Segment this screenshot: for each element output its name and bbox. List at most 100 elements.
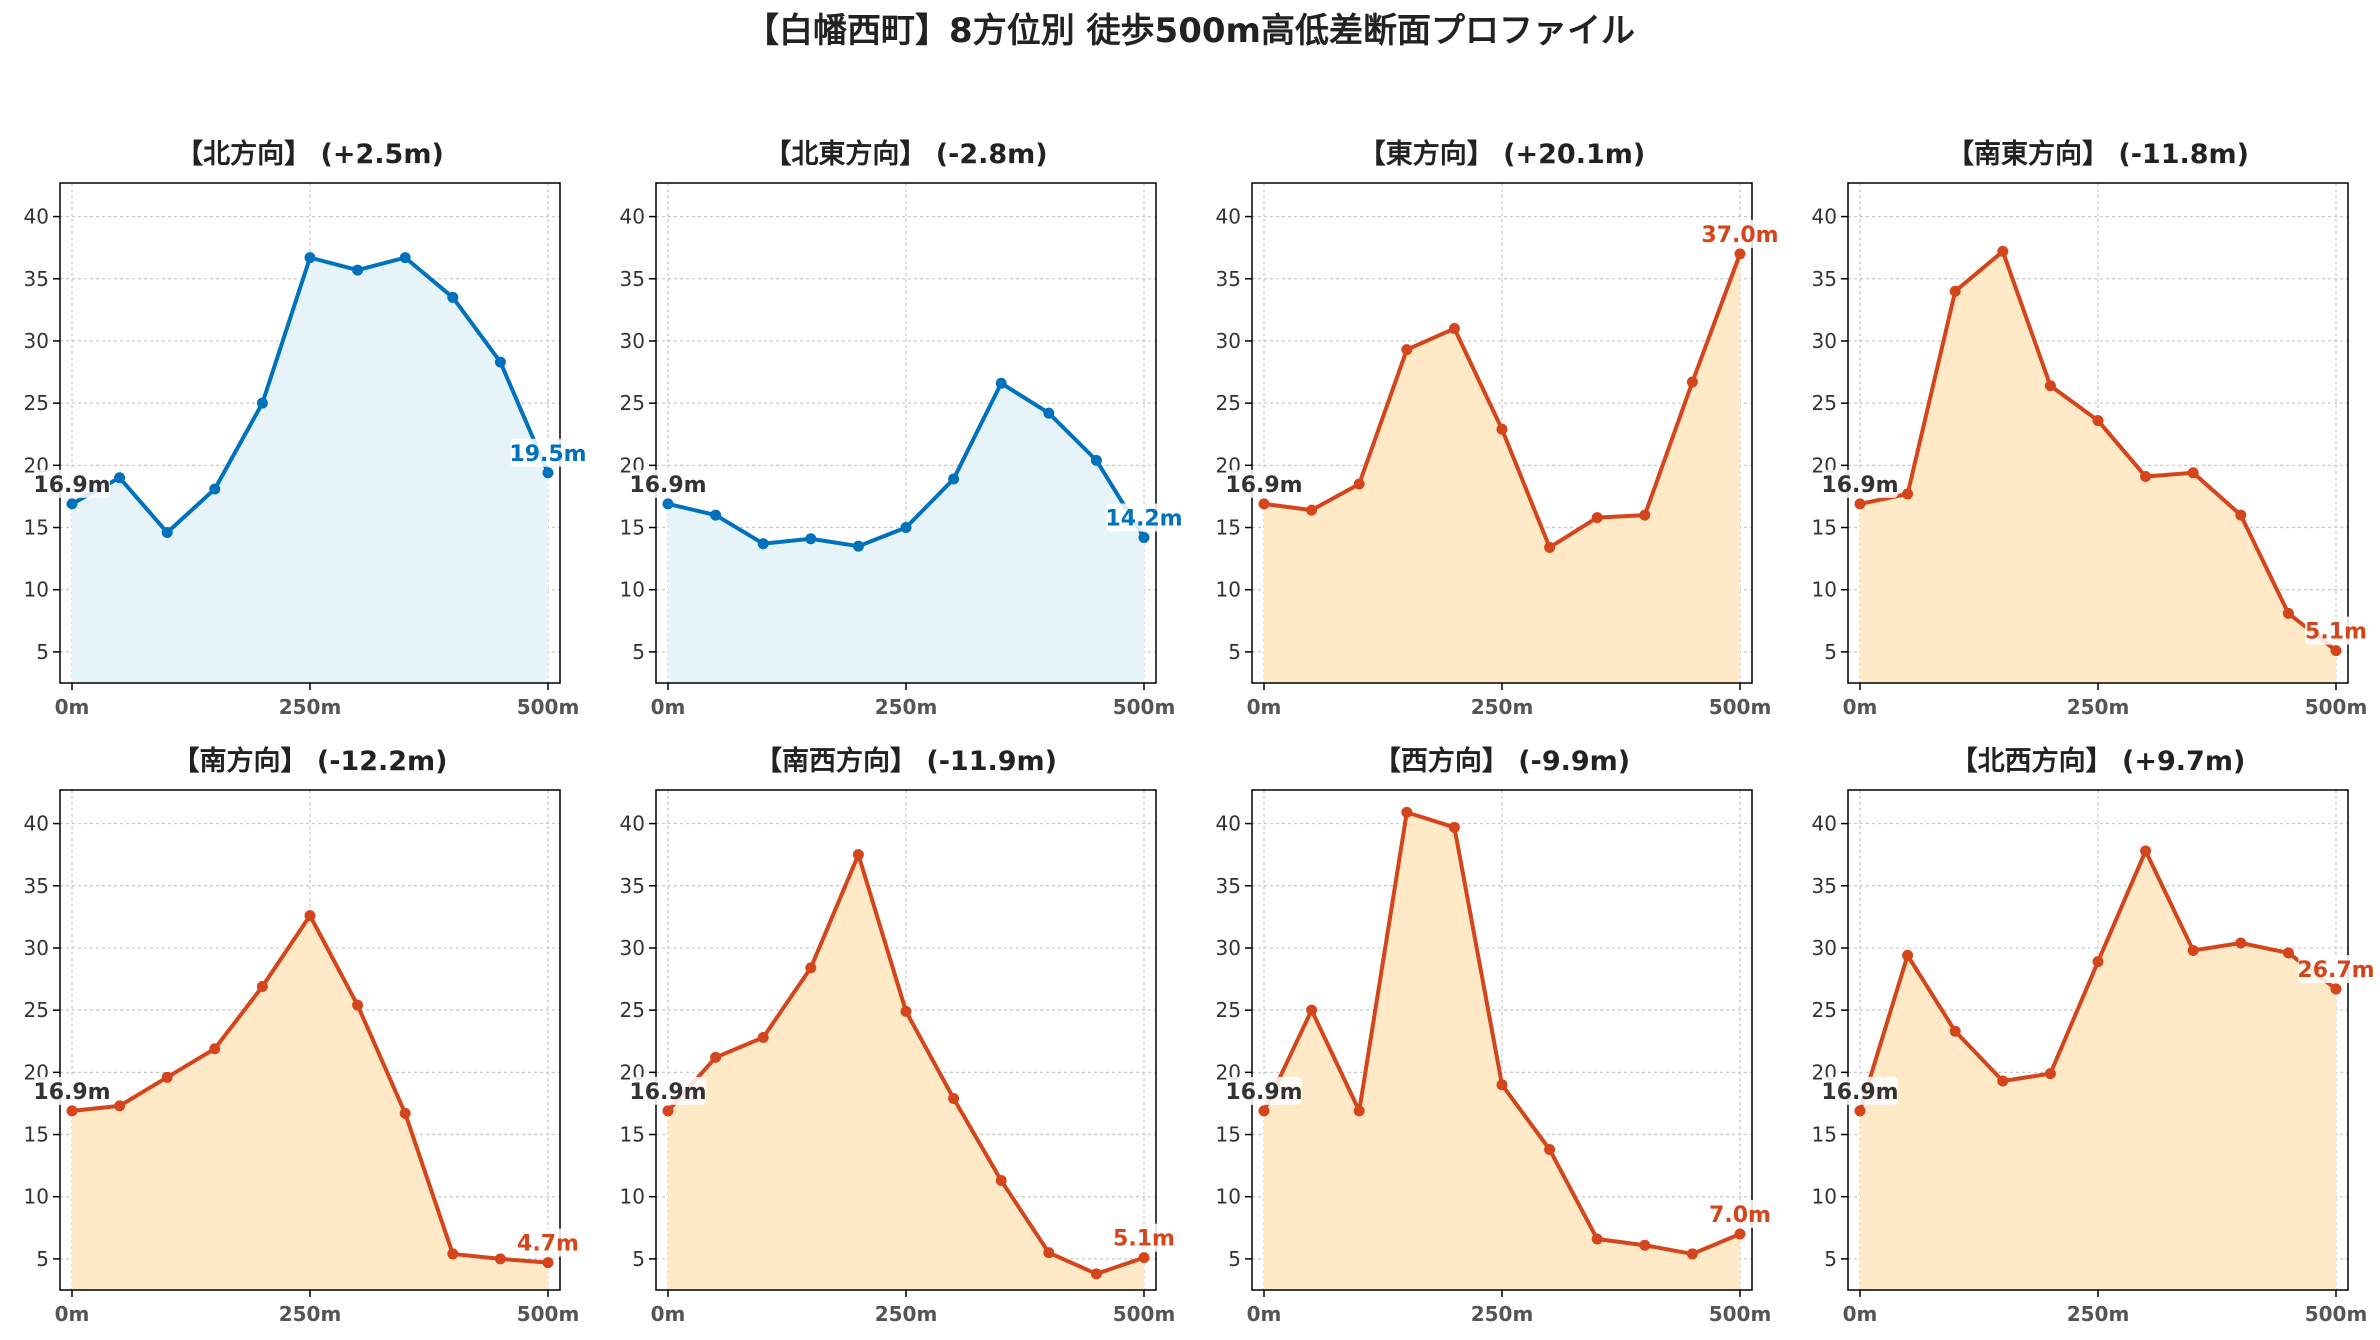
- end-label-bg: [510, 438, 586, 467]
- data-point: [948, 473, 960, 485]
- y-tick-label: 30: [1812, 936, 1837, 960]
- y-tick-label: 25: [24, 391, 49, 415]
- data-point: [1854, 1105, 1866, 1117]
- data-point: [114, 1100, 126, 1112]
- start-label: 16.9m: [629, 1080, 706, 1105]
- data-point: [1639, 509, 1651, 521]
- y-tick-label: 30: [620, 936, 645, 960]
- y-tick-label: 30: [1216, 936, 1241, 960]
- y-tick-label: 40: [24, 205, 49, 229]
- y-tick-label: 15: [1216, 1123, 1241, 1147]
- data-point: [1949, 285, 1961, 297]
- y-tick-label: 25: [620, 998, 645, 1022]
- y-tick-label: 35: [24, 267, 49, 291]
- data-point: [852, 849, 864, 861]
- data-point: [1997, 245, 2009, 257]
- x-tick-label: 0m: [1843, 1302, 1878, 1326]
- start-label-bg: [1822, 469, 1898, 498]
- x-tick-label: 250m: [875, 1302, 938, 1326]
- y-tick-label: 25: [1812, 391, 1837, 415]
- data-point: [352, 999, 364, 1011]
- data-point: [1997, 1075, 2009, 1087]
- area-fill: [72, 257, 548, 683]
- panel-title: 【南方向】 (-12.2m): [172, 745, 447, 777]
- y-tick-label: 35: [620, 874, 645, 898]
- panel-title: 【北東方向】 (-2.8m): [764, 138, 1047, 170]
- data-point: [662, 498, 674, 510]
- data-point: [1448, 821, 1460, 833]
- data-point: [542, 1257, 554, 1269]
- start-label-bg: [1226, 469, 1302, 498]
- data-point: [66, 498, 78, 510]
- end-label: 5.1m: [1113, 1227, 1175, 1252]
- y-tick-label: 25: [620, 391, 645, 415]
- y-tick-label: 25: [1216, 998, 1241, 1022]
- data-point: [447, 291, 459, 303]
- y-tick-label: 35: [1812, 874, 1837, 898]
- y-tick-label: 5: [36, 640, 49, 664]
- data-point: [1854, 498, 1866, 510]
- data-point: [1591, 1233, 1603, 1245]
- y-tick-label: 5: [632, 640, 645, 664]
- x-tick-label: 500m: [517, 1302, 580, 1326]
- data-point: [1090, 454, 1102, 466]
- data-point: [1686, 376, 1698, 388]
- end-label-bg: [2305, 616, 2367, 645]
- figure-title: 【白幡西町】8方位別 徒歩500m高低差断面プロファイル: [745, 11, 1635, 51]
- x-tick-label: 500m: [2305, 1302, 2368, 1326]
- end-label-bg: [1106, 503, 1182, 532]
- x-tick-label: 250m: [279, 1302, 342, 1326]
- start-label: 16.9m: [1225, 1080, 1302, 1105]
- end-label-bg: [1709, 1200, 1771, 1229]
- data-point: [2330, 983, 2342, 995]
- y-tick-label: 25: [24, 998, 49, 1022]
- start-label-bg: [1822, 1076, 1898, 1105]
- data-point: [852, 540, 864, 552]
- data-point: [1734, 1228, 1746, 1240]
- data-point: [757, 538, 769, 550]
- data-point: [447, 1248, 459, 1260]
- data-point: [2282, 947, 2294, 959]
- data-point: [2092, 415, 2104, 427]
- data-point: [352, 264, 364, 276]
- y-tick-label: 35: [1216, 267, 1241, 291]
- area-fill: [668, 383, 1144, 683]
- data-point: [2092, 956, 2104, 968]
- data-point: [1496, 1079, 1508, 1091]
- start-label: 16.9m: [1821, 473, 1898, 498]
- end-label: 5.1m: [2305, 620, 2367, 645]
- data-point: [1591, 512, 1603, 524]
- y-tick-label: 35: [1216, 874, 1241, 898]
- data-point: [995, 1175, 1007, 1187]
- data-point: [757, 1032, 769, 1044]
- data-point: [1902, 949, 1914, 961]
- y-tick-label: 15: [24, 1123, 49, 1147]
- start-label: 16.9m: [33, 1080, 110, 1105]
- y-tick-label: 5: [1228, 640, 1241, 664]
- x-tick-label: 0m: [651, 1302, 686, 1326]
- data-point: [1090, 1268, 1102, 1280]
- y-tick-label: 35: [24, 874, 49, 898]
- area-fill: [1860, 850, 2336, 1290]
- y-tick-label: 15: [1216, 516, 1241, 540]
- data-point: [2282, 607, 2294, 619]
- data-point: [1353, 478, 1365, 490]
- y-tick-label: 30: [620, 329, 645, 353]
- data-point: [2044, 1068, 2056, 1080]
- start-label-bg: [630, 469, 706, 498]
- data-point: [805, 533, 817, 545]
- data-point: [900, 1005, 912, 1017]
- data-point: [2044, 380, 2056, 392]
- x-tick-label: 500m: [2305, 695, 2368, 719]
- end-label-bg: [2298, 955, 2374, 984]
- end-label-bg: [1702, 219, 1778, 248]
- start-label-bg: [1226, 1076, 1302, 1105]
- data-point: [1686, 1248, 1698, 1260]
- x-tick-label: 0m: [1247, 1302, 1282, 1326]
- y-tick-label: 30: [24, 936, 49, 960]
